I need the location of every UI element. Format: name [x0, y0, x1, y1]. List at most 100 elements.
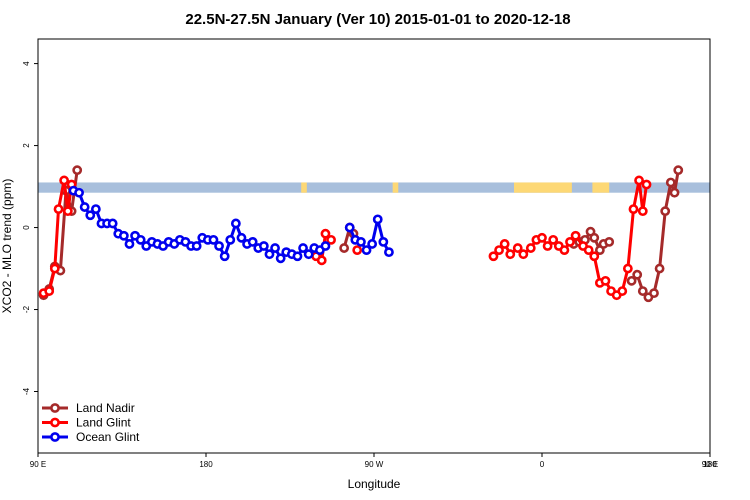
y-tick-label: -2 [22, 305, 31, 313]
data-point [292, 251, 303, 262]
legend-marker [50, 432, 60, 442]
data-point [626, 275, 637, 286]
data-point [320, 228, 331, 239]
data-point [352, 245, 363, 255]
y-tick-label: 0 [22, 225, 31, 230]
chart-title: 22.5N-27.5N January (Ver 10) 2015-01-01 … [185, 11, 570, 28]
data-point [74, 187, 84, 198]
data-point [124, 239, 135, 249]
data-point [258, 241, 269, 251]
data-point [673, 165, 684, 176]
data-point [219, 251, 230, 262]
data-point [654, 263, 665, 274]
series-line [630, 169, 680, 299]
data-point [225, 234, 236, 245]
data-point [367, 239, 378, 249]
data-point [622, 263, 633, 274]
data-point [589, 251, 600, 262]
data-point [62, 206, 73, 217]
data-point [559, 245, 570, 255]
land-ocean-band [38, 182, 710, 193]
data-point [604, 237, 615, 247]
data-point [505, 249, 516, 260]
data-point [617, 286, 628, 296]
data-point [135, 234, 146, 245]
data-point [344, 222, 355, 233]
data-point [632, 269, 643, 280]
data-point [494, 245, 504, 255]
x-tick-label: 90 E [30, 460, 46, 469]
data-point [649, 288, 659, 299]
data-point [79, 202, 90, 212]
x-tick-label: 180 [199, 460, 213, 469]
data-point [53, 204, 64, 215]
data-point [316, 255, 327, 266]
data-point [320, 241, 331, 251]
data-point [637, 286, 648, 296]
data-point [356, 237, 366, 247]
x-axis-label: Longitude [348, 477, 401, 491]
data-point [270, 243, 280, 253]
data-point [600, 275, 611, 286]
data-point [372, 214, 383, 225]
data-point [247, 237, 258, 247]
data-point [236, 232, 247, 243]
y-tick-label: 4 [22, 61, 31, 66]
legend-label: Land Nadir [76, 401, 135, 415]
data-point [326, 234, 336, 245]
y-axis-label: XCO2 - MLO trend (ppm) [0, 179, 14, 314]
data-point [298, 243, 308, 253]
data-point [570, 230, 581, 241]
legend-label: Land Glint [76, 416, 131, 430]
data-point [191, 241, 202, 251]
series-line [43, 178, 74, 295]
data-point [634, 175, 644, 186]
land-span-0 [301, 182, 307, 193]
data-point [628, 204, 639, 215]
legend-marker [50, 417, 60, 428]
data-point [512, 243, 523, 253]
data-point [665, 177, 676, 188]
data-point [361, 245, 372, 255]
data-point [208, 234, 219, 245]
data-point [669, 187, 680, 198]
legend-item-land-nadir: Land Nadir [42, 401, 135, 415]
data-point [107, 218, 118, 229]
data-point [44, 286, 55, 296]
data-point [660, 206, 671, 217]
data-point [565, 237, 575, 247]
land-span-3 [592, 182, 610, 193]
data-point [59, 175, 70, 186]
land-span-1 [392, 182, 399, 193]
legend-item-ocean-glint: Ocean Glint [42, 430, 140, 444]
data-point [525, 243, 536, 253]
data-point [548, 234, 559, 245]
data-point [542, 241, 553, 251]
y-tick-label: 2 [22, 143, 31, 148]
data-point [230, 218, 241, 229]
data-point [637, 206, 648, 217]
land-span-2 [514, 182, 572, 193]
y-tick-label: -4 [22, 387, 31, 395]
data-point [275, 253, 286, 264]
y-axis: -4 -2 0 2 4 [22, 61, 38, 395]
data-point [384, 247, 394, 258]
x-tick-label: 90 W [365, 460, 384, 469]
x-tick-label: 0 [540, 460, 545, 469]
x-tick-label: 90 E [702, 460, 718, 469]
data-point [90, 204, 101, 215]
data-point [118, 230, 129, 241]
data-point [85, 210, 96, 221]
data-point [72, 165, 83, 176]
data-point [641, 179, 652, 190]
x-tick-label: 180 [703, 460, 717, 469]
data-point [49, 263, 60, 274]
data-point [378, 237, 389, 247]
data-point [537, 232, 547, 243]
series-layer [38, 165, 684, 303]
data-point [339, 243, 350, 253]
legend-marker [50, 403, 60, 413]
